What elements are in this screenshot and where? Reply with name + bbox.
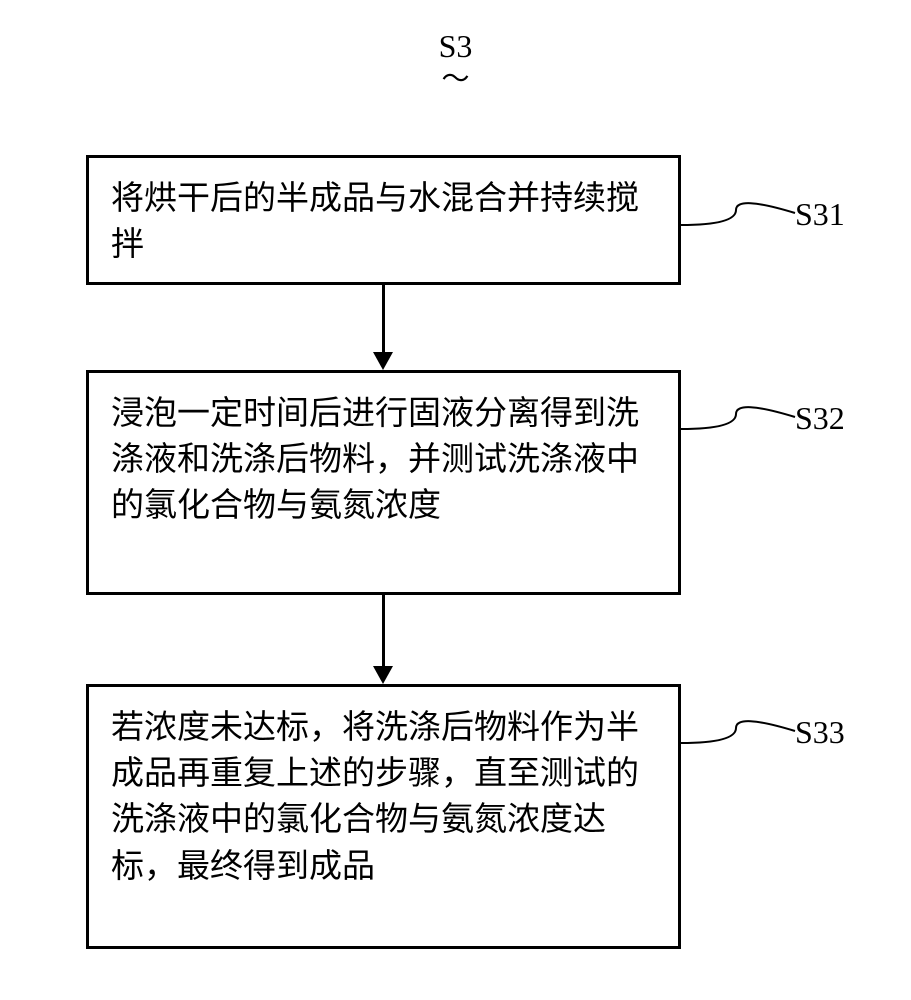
connector-line <box>681 713 801 753</box>
step-box-s33: 若浓度未达标，将洗涤后物料作为半成品再重复上述的步骤，直至测试的洗涤液中的氯化合… <box>86 684 681 949</box>
step-text: 将烘干后的半成品与水混合并持续搅拌 <box>111 181 639 263</box>
arrow-line <box>382 595 385 666</box>
step-text: 浸泡一定时间后进行固液分离得到洗涤液和洗涤后物料，并测试洗涤液中的氯化合物与氨氮… <box>111 396 639 524</box>
arrow-line <box>382 285 385 352</box>
step-text: 若浓度未达标，将洗涤后物料作为半成品再重复上述的步骤，直至测试的洗涤液中的氯化合… <box>111 710 639 885</box>
connector-line <box>681 399 801 439</box>
step-label-s31: S31 <box>795 196 845 233</box>
step-box-s32: 浸泡一定时间后进行固液分离得到洗涤液和洗涤后物料，并测试洗涤液中的氯化合物与氨氮… <box>86 370 681 595</box>
step-label-s33: S33 <box>795 714 845 751</box>
arrow-head-icon <box>373 666 393 684</box>
flowchart-container: S3 ～ 将烘干后的半成品与水混合并持续搅拌 S31 浸泡一定时间后进行固液分离… <box>0 0 911 1000</box>
diagram-title: S3 ～ <box>439 28 473 97</box>
step-label-s32: S32 <box>795 400 845 437</box>
step-box-s31: 将烘干后的半成品与水混合并持续搅拌 <box>86 155 681 285</box>
connector-line <box>681 195 801 235</box>
title-tilde: ～ <box>439 57 473 97</box>
arrow-head-icon <box>373 352 393 370</box>
